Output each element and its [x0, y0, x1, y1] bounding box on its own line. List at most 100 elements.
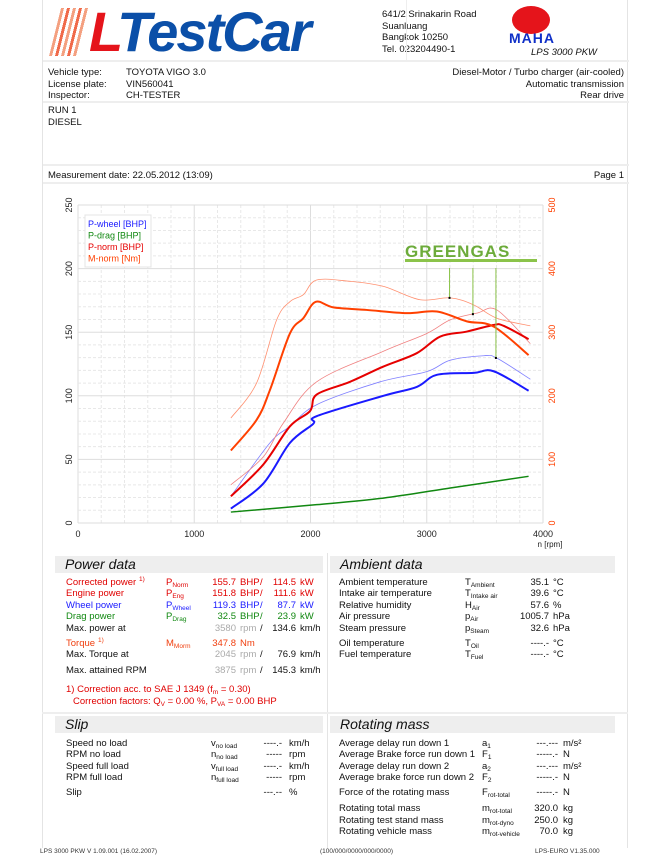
- row-label: Rotating vehicle mass: [339, 826, 432, 837]
- address-line: Tel. 023204490-1: [382, 43, 456, 55]
- note-text: = 0.00 BHP: [225, 696, 277, 707]
- address-line: Bangkok 10250: [382, 32, 449, 43]
- separator: /: [260, 611, 263, 622]
- symbol-subscript: Wheel: [172, 605, 191, 612]
- y-left-tick-label: 200: [64, 261, 74, 276]
- power-value-2: 76.9: [277, 649, 297, 660]
- row-value: 70.0: [539, 826, 559, 837]
- note-sub: VA: [217, 701, 226, 708]
- symbol-letter: p: [465, 611, 471, 622]
- x-tick-label: 3000: [417, 529, 437, 539]
- symbol-subscript: 2: [487, 777, 492, 784]
- power-symbol: MMorm: [166, 638, 191, 650]
- x-axis-label: n [rpm]: [538, 540, 563, 549]
- row-value: ---.---: [536, 761, 558, 772]
- y-left-tick-label: 100: [64, 388, 74, 403]
- footer-code: (100/000/0000/000/0000): [320, 848, 394, 855]
- row-value: ----.-: [530, 649, 549, 660]
- series-line-5: [230, 307, 531, 486]
- row-value: -----.-: [536, 787, 558, 798]
- vehicle-spec: Rear drive: [580, 90, 624, 101]
- row-symbol: TOil: [465, 638, 479, 650]
- greengas-watermark: GREENGAS: [405, 242, 510, 261]
- maha-logo: MAHA: [509, 30, 555, 46]
- power-value: 3580: [214, 623, 236, 634]
- column-divider: [327, 553, 328, 848]
- row-label: Force of the rotating mass: [339, 787, 450, 798]
- symbol-letter: m: [482, 803, 490, 814]
- symbol-subscript: Eng: [172, 593, 184, 600]
- symbol-subscript: no load: [216, 754, 238, 761]
- row-unit: °C: [553, 577, 564, 588]
- symbol-subscript: 1: [487, 754, 492, 761]
- row-label: Fuel temperature: [339, 649, 412, 660]
- symbol-letter: T: [465, 649, 471, 660]
- row-unit: kg: [563, 815, 574, 826]
- address-line: Suanluang: [382, 20, 428, 32]
- note-text: = 0.30): [218, 684, 251, 695]
- y-right-tick-label: 200: [547, 388, 557, 403]
- power-label: Max. attained RPM: [66, 665, 147, 676]
- row-symbol: TFuel: [465, 649, 483, 661]
- row-unit: N: [563, 772, 570, 783]
- row-symbol: a2: [482, 761, 491, 773]
- note-text: 1) Correction acc. to SAE J 1349 (f: [66, 684, 213, 695]
- symbol-letter: P: [166, 577, 173, 588]
- y-right-tick-label: 400: [547, 261, 557, 276]
- row-value: 39.6: [530, 588, 550, 599]
- separator: /: [260, 588, 263, 599]
- power-unit-2: kW: [300, 611, 314, 622]
- legend-box: [84, 214, 152, 268]
- slip-title: Slip: [55, 716, 323, 733]
- series-line-0: [230, 369, 530, 510]
- symbol-subscript: Morm: [173, 643, 191, 650]
- symbol-letter: a: [482, 738, 488, 749]
- watermark-underline: [405, 259, 537, 262]
- symbol-subscript: Norm: [172, 582, 189, 589]
- row-symbol: TAmbient: [465, 577, 495, 589]
- separator: /: [260, 649, 263, 660]
- row-value: ---.---: [536, 738, 558, 749]
- row-unit: m/s²: [563, 761, 582, 772]
- power-value-2: 23.9: [277, 611, 297, 622]
- row-symbol: nno load: [211, 749, 238, 761]
- maha-seal-icon: [512, 6, 550, 34]
- series-line-2: [230, 323, 530, 498]
- power-value: 32.5: [217, 611, 237, 622]
- symbol-subscript: Intake air: [470, 593, 498, 600]
- vehicle-label: Vehicle type:: [48, 67, 102, 78]
- row-label: Steam pressure: [339, 623, 407, 634]
- row-label: Rotating test stand mass: [339, 815, 444, 826]
- row-symbol: pSteam: [465, 623, 489, 635]
- footer-euro-version: LPS-EURO V1.35.000: [535, 848, 600, 855]
- row-unit: N: [563, 749, 570, 760]
- row-label: Relative humidity: [339, 600, 412, 611]
- power-label: Engine power: [66, 588, 125, 599]
- symbol-letter: P: [166, 588, 173, 599]
- row-value: -----: [266, 772, 282, 783]
- divider: [42, 712, 628, 714]
- power-value: 2045: [214, 649, 236, 660]
- symbol-letter: M: [166, 638, 174, 649]
- power-label: Drag power: [66, 611, 116, 622]
- x-tick-label: 2000: [300, 529, 320, 539]
- legend-entry: P-drag [BHP]: [88, 231, 141, 241]
- row-symbol: F2: [482, 772, 491, 784]
- row-unit: °C: [553, 638, 564, 649]
- power-symbol: PDrag: [166, 611, 186, 623]
- separator: /: [260, 665, 263, 676]
- symbol-subscript: Drag: [172, 616, 187, 623]
- report-page: LTestCar 641/2 Srinakarin Road Suanluang…: [42, 0, 629, 848]
- symbol-letter: T: [465, 588, 471, 599]
- row-symbol: Frot-total: [482, 787, 510, 799]
- row-unit: rpm: [289, 772, 306, 783]
- row-unit: °C: [553, 649, 564, 660]
- run-number: RUN 1: [48, 105, 77, 116]
- symbol-subscript: rot-total: [489, 808, 512, 815]
- footnote-mark: 1): [98, 637, 104, 644]
- row-value: 35.1: [530, 577, 550, 588]
- note-sub: m: [212, 689, 219, 696]
- note-text: Correction factors: Q: [73, 696, 161, 707]
- symbol-letter: n: [211, 772, 217, 783]
- rotating-mass-title: Rotating mass: [330, 716, 615, 733]
